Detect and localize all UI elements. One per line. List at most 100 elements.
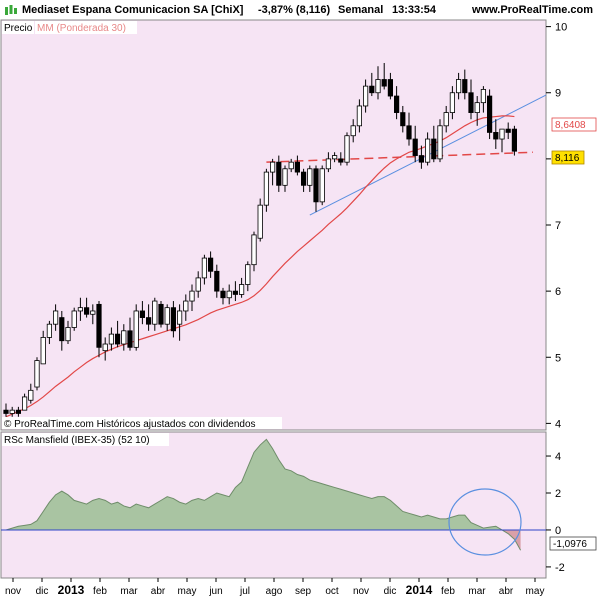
candle-body [170, 307, 176, 332]
candle [145, 304, 152, 331]
candle-body [133, 310, 139, 348]
candle [121, 324, 127, 351]
candle-body [412, 138, 418, 156]
candle-body [387, 79, 394, 97]
candle [59, 310, 65, 351]
candle [232, 281, 238, 302]
highlight-circle [448, 488, 522, 556]
candle [480, 86, 487, 113]
candle-body [96, 303, 102, 348]
candle [369, 72, 375, 97]
instrument-title: Mediaset Espana Comunicacion SA [ChiX] [22, 4, 244, 16]
candle-body [356, 105, 363, 127]
candle-body [34, 360, 40, 388]
candle-body [238, 284, 245, 295]
candle-body [46, 323, 53, 338]
candle-body [381, 79, 387, 87]
candle [418, 145, 425, 169]
candle [28, 383, 34, 404]
last-price-label: 8,116 [555, 153, 580, 164]
candle-body [121, 330, 127, 345]
candle [437, 119, 443, 163]
candle [511, 125, 518, 156]
axis-layer: 45678910-2024novdic2013febmarabrmayjunju… [5, 22, 567, 597]
candle-body [214, 270, 220, 292]
candle [183, 294, 189, 321]
candle [189, 284, 195, 311]
candle [90, 304, 96, 325]
candle-body [474, 102, 480, 113]
period-label: Semanal [338, 4, 384, 16]
candle [449, 86, 456, 120]
candle [406, 112, 412, 146]
candle-body [462, 79, 468, 94]
candle-body [400, 112, 406, 127]
candle [443, 105, 449, 133]
candle [505, 122, 511, 140]
candle-body [486, 95, 493, 133]
candle-body [331, 155, 338, 160]
x-tick-label: sep [295, 586, 312, 597]
chart-header: Mediaset Espana Comunicacion SA [ChiX] -… [0, 0, 600, 20]
candle [499, 128, 505, 153]
candle-body [338, 158, 344, 163]
candle-body [108, 333, 114, 345]
candle [220, 287, 226, 305]
candle-body [344, 135, 350, 163]
candle [325, 152, 332, 173]
candle-body [369, 85, 375, 94]
candle [71, 307, 77, 331]
ma-value-tag [551, 117, 597, 132]
candle-body [3, 409, 9, 414]
candle-body [158, 303, 164, 325]
x-tick-label: feb [93, 586, 107, 597]
candle [96, 301, 102, 358]
candle-body [276, 161, 282, 186]
candle [462, 69, 468, 100]
candle-body [183, 300, 189, 312]
candle [238, 277, 245, 298]
candle-body [499, 128, 505, 140]
candle [245, 261, 251, 292]
candle [468, 79, 474, 120]
candle [263, 168, 270, 212]
candle-body [263, 171, 270, 206]
x-tick-label: abr [499, 586, 514, 597]
price-title: Precio [4, 23, 33, 34]
candle [344, 132, 350, 166]
candle [282, 165, 288, 192]
candle [152, 297, 158, 331]
candle [424, 132, 431, 166]
x-tick-label: mar [120, 586, 138, 597]
candle-body [15, 409, 22, 414]
price-panel [0, 19, 547, 431]
rsc-layer [1, 438, 546, 556]
candle [381, 62, 387, 90]
rsc-ytick-label: -2 [555, 562, 565, 574]
candle [214, 264, 220, 298]
candle [307, 165, 313, 192]
price-layer [3, 62, 547, 418]
candle-body [375, 79, 381, 94]
price-ytick-label: 4 [555, 418, 561, 430]
x-tick-label: 2013 [58, 583, 85, 597]
x-tick-label: oct [325, 586, 339, 597]
candle-body [152, 300, 158, 325]
last-price-tag [551, 150, 585, 165]
candle [34, 357, 40, 391]
candle [170, 301, 176, 338]
candle [3, 403, 9, 417]
candle-body [443, 112, 449, 127]
candle-body [245, 264, 251, 285]
candle-body [127, 330, 133, 348]
site-link[interactable]: www.ProRealTime.com [472, 4, 594, 16]
candle-body [195, 277, 201, 292]
timestamp: 13:33:54 [392, 4, 437, 16]
x-tick-label: jul [239, 586, 250, 597]
candle [251, 231, 257, 272]
candle-body [102, 343, 108, 352]
candle [493, 119, 499, 149]
candle-body [300, 171, 307, 186]
candle [102, 337, 108, 361]
candle [226, 284, 232, 305]
